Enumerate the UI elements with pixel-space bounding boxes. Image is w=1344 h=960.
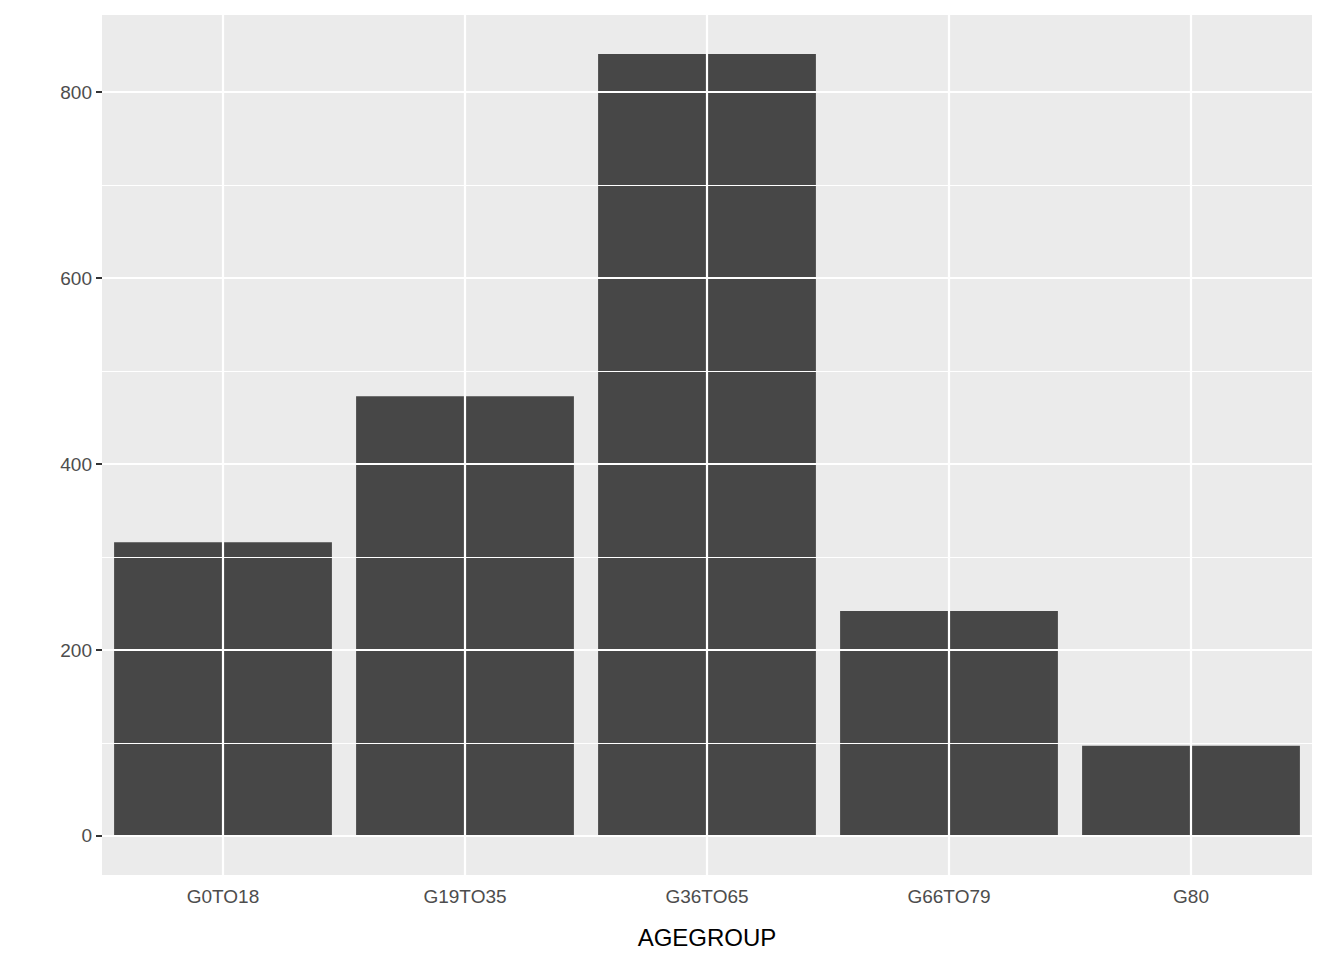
svg-text:0: 0 xyxy=(81,825,92,846)
svg-text:400: 400 xyxy=(60,454,92,475)
svg-text:800: 800 xyxy=(60,82,92,103)
svg-text:600: 600 xyxy=(60,268,92,289)
svg-text:G0TO18: G0TO18 xyxy=(187,886,260,907)
svg-text:G80: G80 xyxy=(1173,886,1209,907)
svg-text:AGEGROUP: AGEGROUP xyxy=(638,924,777,951)
svg-text:200: 200 xyxy=(60,640,92,661)
svg-text:G66TO79: G66TO79 xyxy=(907,886,990,907)
svg-text:G19TO35: G19TO35 xyxy=(423,886,506,907)
svg-text:G36TO65: G36TO65 xyxy=(665,886,748,907)
